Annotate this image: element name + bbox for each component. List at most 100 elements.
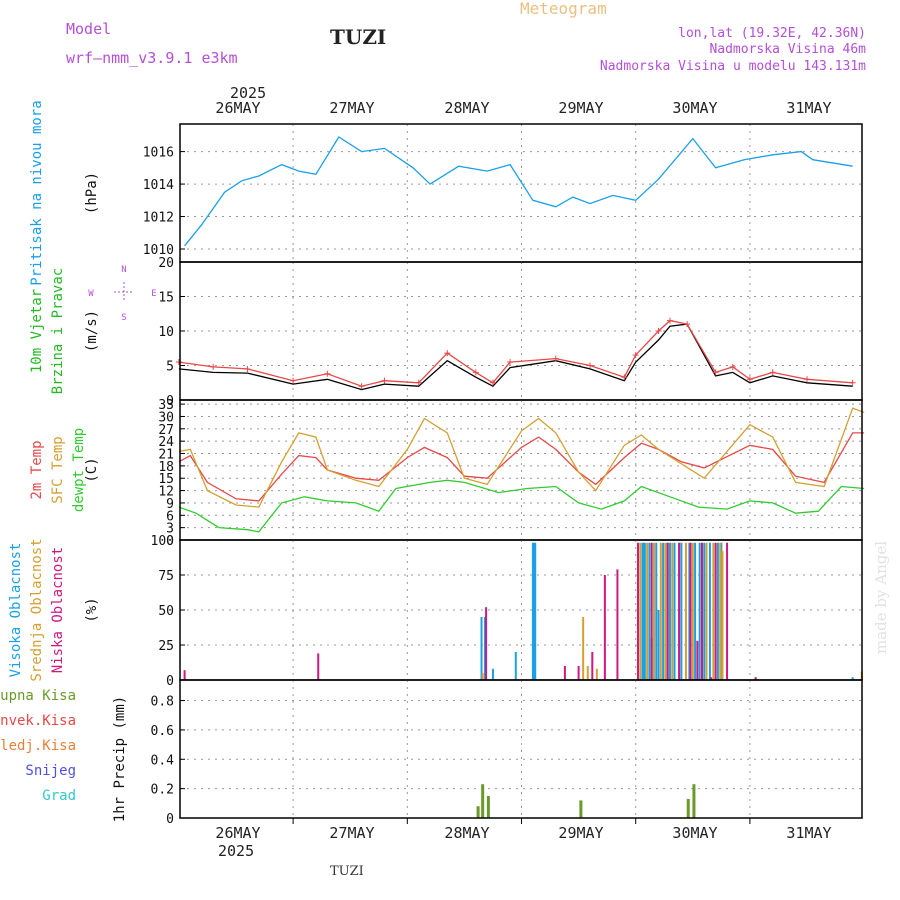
bar-visoka-oblacnost bbox=[533, 542, 536, 680]
day-label-bottom: 27MAY bbox=[329, 824, 374, 842]
bar-visoka-oblacnost bbox=[655, 542, 658, 680]
gust-marker bbox=[632, 352, 639, 359]
gust-marker bbox=[655, 328, 662, 334]
y-tick-label: 0 bbox=[166, 534, 174, 549]
bar-visoka-oblacnost bbox=[531, 542, 534, 680]
model-label: Model bbox=[66, 20, 111, 38]
bar-niska-oblacnost bbox=[603, 575, 606, 680]
compass-s: S bbox=[121, 313, 126, 323]
lonlat-info: lon,lat (19.32E, 42.36N) bbox=[678, 26, 866, 41]
y-tick-label: 0.4 bbox=[151, 753, 175, 768]
bar-niska-oblacnost bbox=[700, 542, 703, 680]
panel-unit: 1hr Precip (mm) bbox=[112, 696, 128, 822]
gust-marker bbox=[849, 379, 856, 386]
precip-legend-item: Konvek.Kisa bbox=[0, 713, 76, 729]
bar-niska-oblacnost bbox=[563, 666, 566, 680]
y-tick-label: 1010 bbox=[143, 243, 174, 258]
day-label-bottom: 29MAY bbox=[558, 824, 603, 842]
bar-srednja-oblacnost bbox=[481, 673, 484, 680]
y-tick-label: 1012 bbox=[143, 211, 174, 226]
panel-pressure: 1010 1012 1014 1016 Pritisak na nivou mora (h… bbox=[29, 100, 863, 286]
panel-label: SFC Temp bbox=[50, 436, 66, 503]
y-tick-label: 27 bbox=[158, 423, 174, 438]
bar-visoka-oblacnost bbox=[698, 542, 701, 680]
bar-niska-oblacnost bbox=[591, 652, 594, 680]
day-label-top: 30MAY bbox=[672, 99, 717, 117]
bar-visoka-oblacnost bbox=[716, 542, 719, 680]
bar-visoka-oblacnost bbox=[483, 617, 486, 680]
meteogram-title: Meteogram bbox=[520, 0, 607, 18]
panel-clouds: 0 25 50 75 100 Visoka Oblacnost Srednja Oblacn… bbox=[8, 534, 863, 689]
y-tick-label: 1014 bbox=[143, 178, 174, 193]
bar-visoka-oblacnost bbox=[703, 542, 706, 680]
panel-precip: 0 0.2 0.4 0.6 0.8 Ukupna Kisa Konvek.Kisa Zaled… bbox=[0, 679, 863, 827]
bar-srednja-oblacnost bbox=[659, 542, 662, 680]
y-tick-label: 15 bbox=[158, 291, 174, 306]
footer-station: TUZI bbox=[330, 864, 364, 879]
day-label-bottom: 31MAY bbox=[786, 824, 831, 842]
y-tick-label: 9 bbox=[166, 497, 174, 512]
bar-visoka-oblacnost bbox=[720, 542, 723, 680]
y-tick-label: 6 bbox=[166, 509, 174, 524]
series-2m-temp bbox=[178, 432, 865, 502]
elevation-model-info: Nadmorska Visina u modelu 143.131m bbox=[600, 59, 866, 74]
compass-e: E bbox=[151, 289, 156, 299]
bar-visoka-oblacnost bbox=[657, 610, 660, 680]
bar-niska-oblacnost bbox=[666, 542, 669, 680]
precip-legend-item: Snijeg bbox=[25, 763, 76, 779]
bar-srednja-oblacnost bbox=[705, 542, 708, 680]
bar-srednja-oblacnost bbox=[595, 668, 598, 680]
gust-marker bbox=[472, 369, 479, 376]
y-tick-label: 0 bbox=[166, 812, 174, 827]
y-tick-label: 75 bbox=[158, 569, 174, 584]
y-tick-label: 25 bbox=[158, 639, 174, 654]
panel-unit: (hPa) bbox=[84, 172, 100, 214]
day-label-bottom: 26MAY bbox=[215, 824, 260, 842]
bar-srednja-oblacnost bbox=[586, 666, 589, 680]
y-tick-label: 0.2 bbox=[151, 783, 174, 798]
model-name: wrf–nmm_v3.9.1 e3km bbox=[66, 49, 238, 67]
gust-marker bbox=[358, 383, 365, 390]
day-label-top: 28MAY bbox=[444, 99, 489, 117]
gust-marker bbox=[244, 365, 251, 372]
y-tick-label: 50 bbox=[158, 604, 174, 619]
series-pritisak-na-nivou-mora bbox=[184, 136, 853, 247]
panel-label: 10m Vjetar bbox=[29, 289, 45, 373]
y-tick-label: 20 bbox=[158, 256, 174, 271]
bar-ukupna-kisa bbox=[486, 795, 490, 818]
bar-visoka-oblacnost bbox=[641, 542, 644, 680]
y-tick-label: 100 bbox=[151, 534, 174, 549]
bar-srednja-oblacnost bbox=[712, 542, 715, 680]
bar-niska-oblacnost bbox=[696, 640, 699, 680]
bar-niska-oblacnost bbox=[650, 542, 653, 680]
gust-marker bbox=[684, 321, 691, 328]
precip-legend-item: Zaledj.Kisa bbox=[0, 738, 76, 754]
bar-visoka-oblacnost bbox=[491, 668, 494, 680]
bar-ukupna-kisa bbox=[481, 784, 485, 818]
y-tick-label: 1016 bbox=[143, 146, 174, 161]
day-labels-top: 26MAY 27MAY 28MAY 29MAY 30MAY 31MAY bbox=[215, 99, 831, 117]
y-tick-label: 0 bbox=[166, 674, 174, 689]
bar-srednja-oblacnost bbox=[691, 542, 694, 680]
gust-marker bbox=[324, 370, 331, 377]
panel-label: Brzina i Pravac bbox=[50, 268, 66, 394]
y-tick-label: 21 bbox=[158, 448, 174, 463]
y-tick-label: 0.8 bbox=[151, 695, 174, 710]
bar-ukupna-kisa bbox=[686, 798, 690, 818]
bar-niska-oblacnost bbox=[710, 677, 713, 680]
bar-niska-oblacnost bbox=[678, 542, 681, 680]
panel-label: Niska Oblacnost bbox=[50, 547, 66, 673]
year-bottom: 2025 bbox=[218, 842, 254, 860]
watermark: made by Angel bbox=[872, 541, 890, 654]
bar-visoka-oblacnost bbox=[534, 542, 537, 680]
bar-niska-oblacnost bbox=[726, 542, 729, 680]
day-label-top: 29MAY bbox=[558, 99, 603, 117]
y-tick-label: 24 bbox=[158, 435, 174, 450]
panel-label: 2m Temp bbox=[29, 440, 45, 499]
gust-marker bbox=[489, 379, 496, 386]
bar-niska-oblacnost bbox=[636, 542, 639, 680]
bar-visoka-oblacnost bbox=[643, 542, 646, 680]
gust-marker bbox=[210, 363, 217, 370]
